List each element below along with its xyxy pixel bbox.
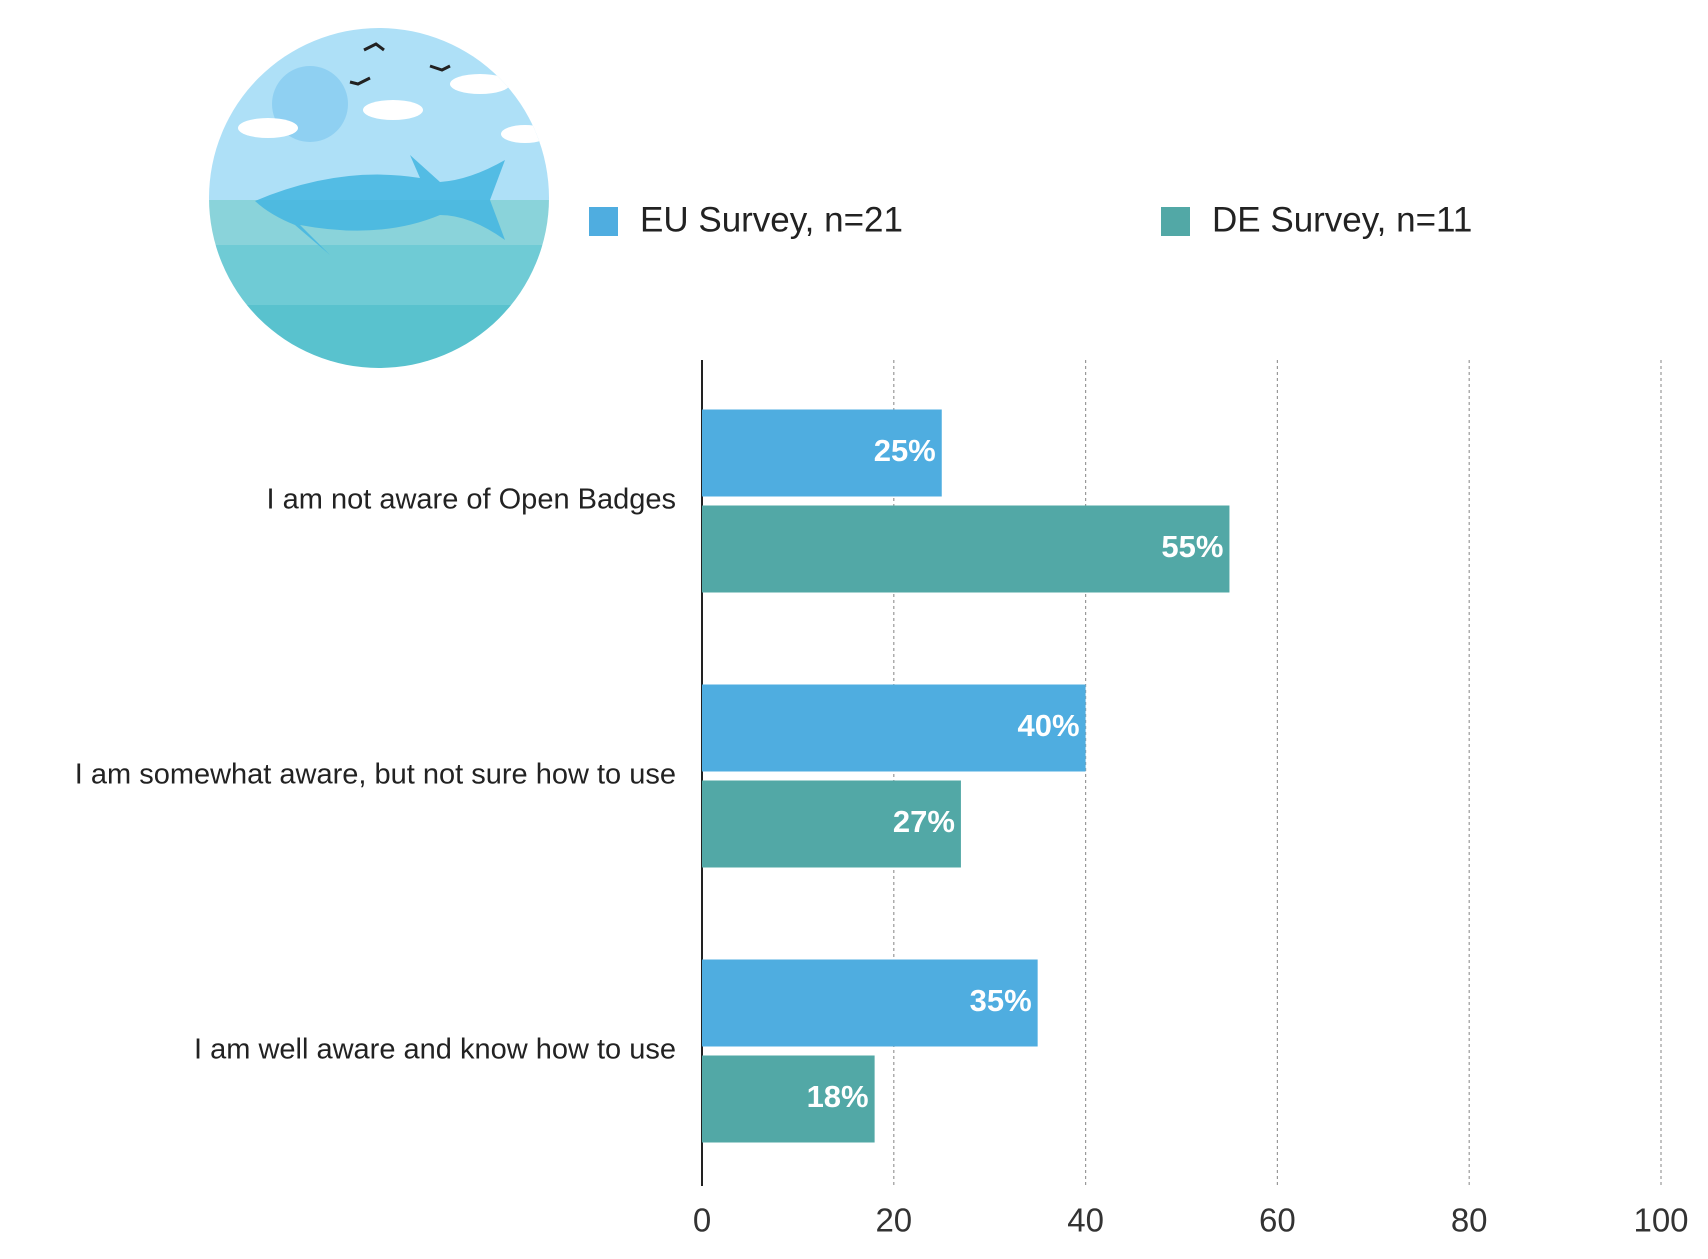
bar (702, 780, 961, 868)
x-tick-label: 40 (1067, 1202, 1104, 1239)
legend-swatch (1161, 207, 1190, 236)
x-tick-label: 80 (1451, 1202, 1488, 1239)
x-tick-label: 60 (1259, 1202, 1296, 1239)
value-label: 40% (1018, 708, 1080, 743)
bar (702, 959, 1038, 1047)
category-label: I am somewhat aware, but not sure how to… (75, 759, 676, 791)
bar (702, 684, 1086, 772)
x-tick-label: 100 (1633, 1202, 1688, 1239)
value-label: 55% (1161, 529, 1223, 564)
x-tick-label: 0 (693, 1202, 711, 1239)
value-label: 27% (893, 804, 955, 839)
category-label: I am not aware of Open Badges (267, 484, 676, 516)
legend-swatch (589, 207, 618, 236)
bar (702, 409, 942, 497)
illustration (209, 28, 549, 368)
value-label: 25% (874, 433, 936, 468)
bar (702, 1055, 875, 1143)
value-label: 18% (807, 1079, 869, 1114)
legend-label: EU Survey, n=21 (640, 200, 903, 239)
x-tick-label: 20 (875, 1202, 912, 1239)
legend-label: DE Survey, n=11 (1212, 200, 1472, 239)
value-label: 35% (970, 983, 1032, 1018)
bar (702, 505, 1230, 593)
category-label: I am well aware and know how to use (194, 1034, 676, 1066)
